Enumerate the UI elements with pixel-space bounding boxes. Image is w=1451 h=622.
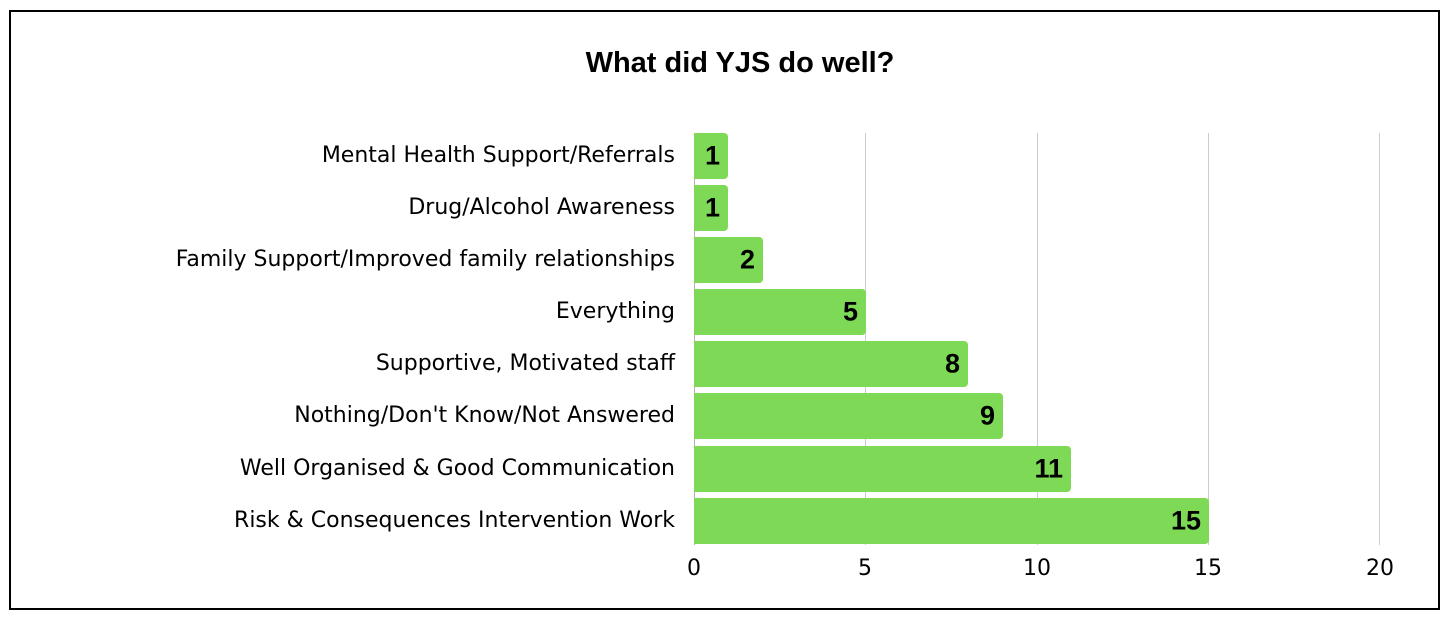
x-tick-label: 20 [1366, 556, 1394, 581]
bar-2: 2 [694, 237, 763, 283]
bar-0: 1 [694, 133, 728, 179]
x-tick-label: 10 [1023, 556, 1051, 581]
gridline-20 [1379, 133, 1380, 545]
bar-value-label: 15 [1170, 505, 1201, 536]
bar-value-label: 1 [704, 192, 720, 223]
category-label: Everything [555, 299, 675, 324]
chart-title: What did YJS do well? [585, 47, 895, 79]
bar-value-label: 11 [1034, 453, 1063, 484]
bar-value-label: 8 [944, 348, 960, 379]
gridline-15 [1208, 133, 1209, 545]
category-label: Well Organised & Good Communication [239, 456, 675, 481]
category-label: Family Support/Improved family relations… [175, 247, 675, 272]
category-label: Nothing/Don't Know/Not Answered [294, 403, 675, 428]
bar-3: 5 [694, 289, 866, 335]
bar-5: 9 [694, 393, 1003, 439]
category-label: Risk & Consequences Intervention Work [234, 508, 675, 533]
gridline-10 [1037, 133, 1038, 545]
bar-value-label: 5 [842, 296, 858, 327]
bar-6: 11 [694, 446, 1071, 492]
bar-value-label: 9 [979, 400, 995, 431]
category-label: Mental Health Support/Referrals [321, 143, 675, 168]
x-tick-label: 15 [1194, 556, 1222, 581]
y-axis-line [694, 133, 695, 545]
plot-area: 1 1 2 5 8 9 11 15 [694, 133, 1380, 545]
x-tick-label: 0 [687, 556, 701, 581]
bar-value-label: 1 [704, 140, 720, 171]
gridline-5 [865, 133, 866, 545]
bar-7: 15 [694, 498, 1209, 544]
bar-value-label: 2 [739, 244, 755, 275]
bar-4: 8 [694, 341, 968, 387]
category-label: Supportive, Motivated staff [375, 351, 675, 376]
bar-1: 1 [694, 185, 728, 231]
category-label: Drug/Alcohol Awareness [408, 195, 675, 220]
x-tick-label: 5 [858, 556, 872, 581]
